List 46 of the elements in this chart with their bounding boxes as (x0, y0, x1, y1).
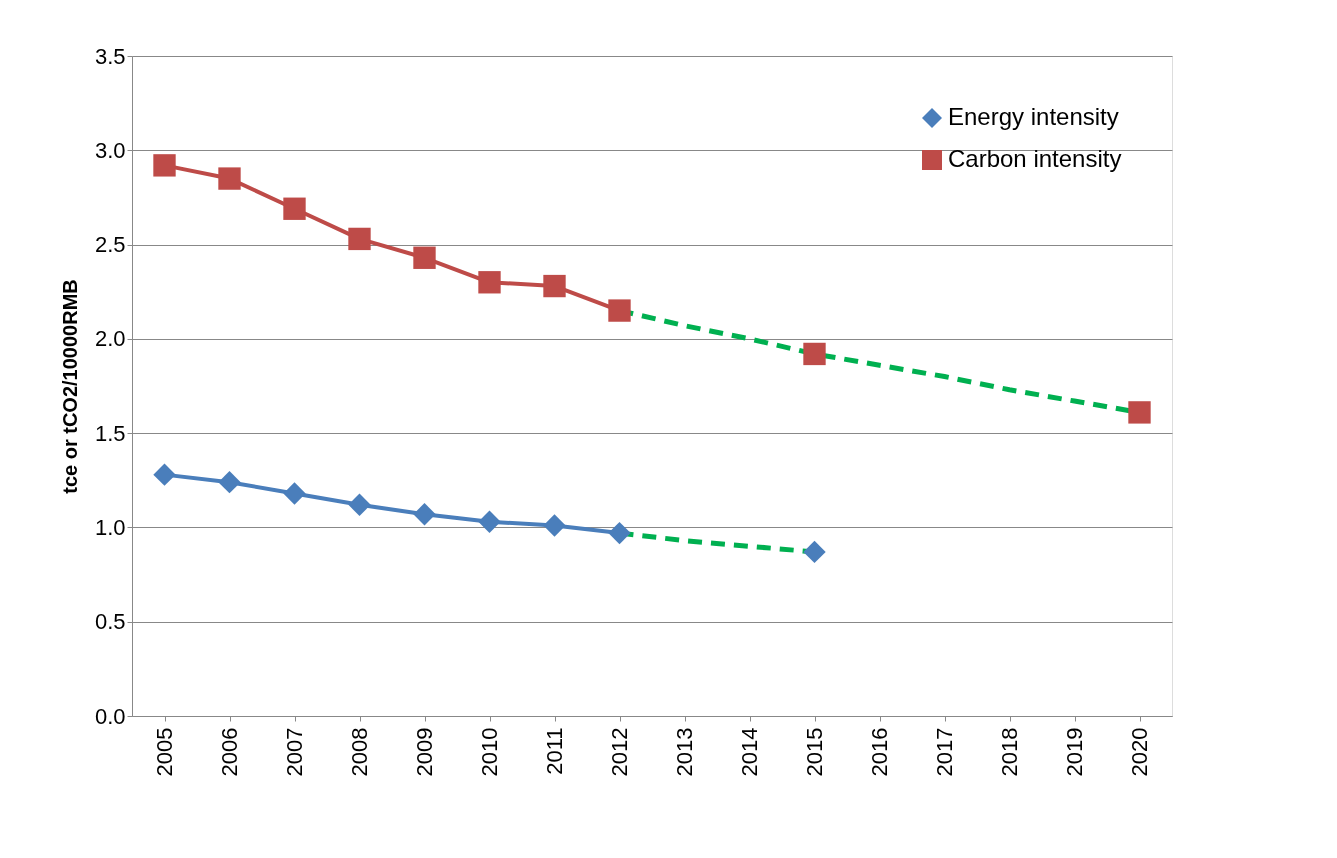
y-tick-label: 0.0 (94, 703, 126, 729)
y-tick-label: 2.0 (94, 326, 126, 352)
y-tick-label: 3.5 (94, 43, 126, 69)
x-tick-label: 2019 (1062, 727, 1087, 777)
x-tick-label: 2015 (802, 727, 827, 777)
point (803, 540, 826, 564)
y-tick-label: 0.5 (94, 609, 126, 635)
x-tick-label: 2014 (737, 727, 762, 777)
point (283, 482, 306, 505)
y-tick-label: 2.5 (94, 232, 126, 258)
x-tick-label: 2006 (217, 727, 242, 777)
point (348, 493, 371, 516)
x-tick-label: 2020 (1127, 727, 1152, 777)
point (543, 274, 566, 298)
point (153, 154, 176, 177)
point (478, 271, 501, 294)
x-tick-label: 2018 (997, 727, 1022, 777)
point (413, 246, 436, 269)
point (608, 521, 631, 545)
point (543, 514, 566, 537)
y-axis-title: tce or tCO2/10000RMB (58, 279, 81, 494)
x-tick-label: 2016 (867, 727, 892, 777)
y-tick-label: 1.0 (94, 514, 126, 540)
x-tick-label: 2008 (347, 727, 372, 777)
x-tick-label: 2007 (282, 727, 307, 777)
x-tick-label: 2013 (672, 727, 697, 777)
point (413, 503, 436, 526)
x-tick-label: 2011 (542, 727, 567, 775)
point (153, 463, 176, 486)
x-tick-label: 2009 (412, 727, 437, 777)
point (283, 197, 306, 220)
point (478, 510, 501, 533)
legend-label: Carbon intensity (948, 145, 1122, 172)
point (218, 167, 241, 190)
x-tick-label: 2017 (932, 727, 957, 777)
legend-label: Energy intensity (948, 103, 1119, 130)
x-tick-label: 2005 (152, 727, 177, 777)
x-tick-label: 2010 (477, 727, 502, 777)
x-tick-label: 2012 (607, 727, 632, 777)
point (608, 299, 631, 322)
point (803, 342, 826, 366)
y-tick-label: 1.5 (94, 420, 126, 446)
point (218, 470, 241, 494)
point (348, 227, 371, 251)
point (1128, 401, 1151, 424)
y-tick-label: 3.0 (94, 137, 126, 163)
